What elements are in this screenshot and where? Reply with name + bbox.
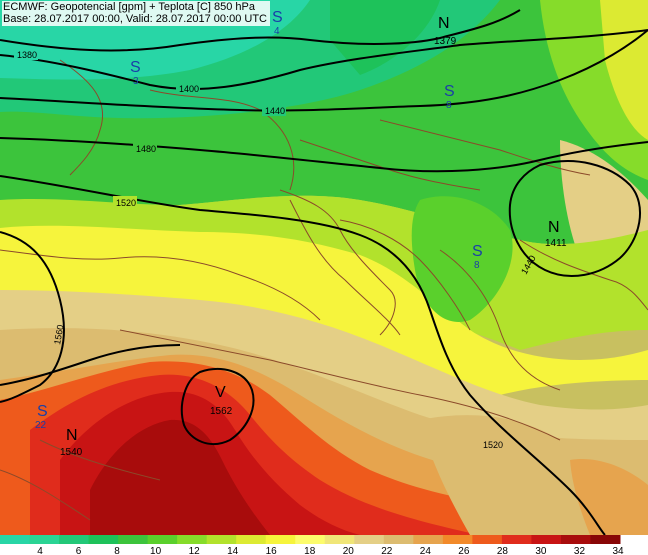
contour-label-1380: 1380 bbox=[17, 50, 37, 60]
geopotential-contours bbox=[0, 9, 648, 535]
title-line-2: Base: 28.07.2017 00:00, Valid: 28.07.201… bbox=[3, 13, 267, 25]
contour-1560 bbox=[0, 231, 65, 403]
legend-swatch bbox=[118, 535, 149, 544]
map-title: ECMWF: Geopotencial [gpm] + Teplota [C] … bbox=[2, 1, 270, 26]
legend-tick-label: 26 bbox=[458, 546, 470, 555]
temperature-marker-value: 22 bbox=[35, 420, 47, 431]
temperature-marker-letter: S bbox=[472, 243, 483, 260]
weather-map: 1380 1400 1440 1480 1520 1520 1560 1440 … bbox=[0, 0, 648, 535]
contour-1379 bbox=[0, 9, 521, 52]
legend-tick-label: 8 bbox=[114, 546, 120, 555]
contour-1440 bbox=[0, 29, 648, 112]
high-low-symbol-n: N bbox=[438, 15, 450, 32]
high-low-symbol-n: N bbox=[548, 219, 560, 236]
legend-tick-label: 34 bbox=[612, 546, 624, 555]
temperature-marker-letter: S bbox=[130, 59, 141, 76]
legend-tick-label: 22 bbox=[381, 546, 393, 555]
contour-label-1400: 1400 bbox=[179, 84, 199, 94]
legend-swatch bbox=[147, 535, 178, 544]
temperature-marker-letter: S bbox=[272, 9, 283, 26]
legend-swatch bbox=[0, 535, 31, 544]
legend-tick-label: 4 bbox=[37, 546, 43, 555]
legend-swatch bbox=[383, 535, 414, 544]
legend-swatch bbox=[442, 535, 473, 544]
temperature-marker-value: 4 bbox=[274, 26, 280, 37]
pressure-center-value: 1540 bbox=[60, 447, 83, 458]
contour-1480 bbox=[0, 137, 648, 173]
color-legend: 4 6 8 10 12 14 16 18 20 22 24 26 28 30 32 34 bbox=[0, 535, 624, 555]
legend-swatch bbox=[531, 535, 562, 544]
legend-swatch bbox=[59, 535, 90, 544]
temperature-marker-letter: S bbox=[37, 403, 48, 420]
temperature-marker-value: 8 bbox=[446, 100, 452, 111]
contour-labels: 1380 1400 1440 1480 1520 1520 1560 1440 bbox=[14, 48, 538, 450]
legend-swatch bbox=[472, 535, 503, 544]
legend-swatch bbox=[413, 535, 444, 544]
contour-label-1440: 1440 bbox=[265, 106, 285, 116]
legend-swatch bbox=[590, 535, 621, 544]
legend-tick-label: 18 bbox=[304, 546, 316, 555]
temperature-field bbox=[0, 0, 648, 535]
high-low-symbol-v: V bbox=[215, 384, 226, 401]
contour-1562 bbox=[180, 368, 255, 445]
legend-swatch bbox=[236, 535, 267, 544]
contour-label-1520-b: 1520 bbox=[483, 440, 503, 450]
legend-swatch bbox=[88, 535, 119, 544]
contour-1411 bbox=[508, 160, 642, 277]
legend-tick-label: 28 bbox=[497, 546, 509, 555]
legend-swatch bbox=[29, 535, 60, 544]
high-low-symbol-n: N bbox=[66, 427, 78, 444]
pressure-center-value: 1411 bbox=[545, 238, 567, 249]
contour-label-1480: 1480 bbox=[136, 144, 156, 154]
temperature-marker-value: 8 bbox=[474, 260, 480, 271]
legend-tick-label: 16 bbox=[266, 546, 278, 555]
legend-swatch bbox=[501, 535, 532, 544]
legend-tick-label: 30 bbox=[535, 546, 547, 555]
legend-swatch bbox=[206, 535, 237, 544]
legend-tick-label: 24 bbox=[420, 546, 432, 555]
legend-swatch bbox=[560, 535, 591, 544]
pressure-center-value: 1562 bbox=[210, 406, 233, 417]
legend-tick-label: 32 bbox=[574, 546, 586, 555]
contour-sw bbox=[0, 344, 181, 386]
title-line-1: ECMWF: Geopotencial [gpm] + Teplota [C] … bbox=[3, 1, 256, 13]
temperature-marker-value: 3 bbox=[133, 76, 139, 87]
temperature-marker-letter: S bbox=[444, 83, 455, 100]
legend-tick-label: 6 bbox=[76, 546, 82, 555]
legend-ticks: 4 6 8 10 12 14 16 18 20 22 24 26 28 30 32 34 bbox=[37, 546, 624, 555]
legend-tick-label: 10 bbox=[150, 546, 162, 555]
contour-1400 bbox=[0, 29, 648, 90]
legend-swatch bbox=[295, 535, 326, 544]
contour-1520 bbox=[0, 175, 606, 535]
contour-label-1520-a: 1520 bbox=[116, 198, 136, 208]
legend-tick-label: 12 bbox=[189, 546, 201, 555]
pressure-centers: N 1379 N 1411 N 1540 V 1562 bbox=[60, 15, 567, 458]
legend-swatch bbox=[354, 535, 385, 544]
legend-swatch bbox=[177, 535, 208, 544]
temperature-markers: S 4 S 3 S 8 S 8 S 22 bbox=[35, 9, 483, 431]
contour-label-1560: 1560 bbox=[52, 324, 65, 345]
legend-tick-label: 14 bbox=[227, 546, 239, 555]
legend-swatches bbox=[0, 535, 621, 544]
legend-swatch bbox=[265, 535, 296, 544]
legend-swatch bbox=[324, 535, 355, 544]
legend-tick-label: 20 bbox=[343, 546, 355, 555]
pressure-center-value: 1379 bbox=[434, 36, 457, 47]
